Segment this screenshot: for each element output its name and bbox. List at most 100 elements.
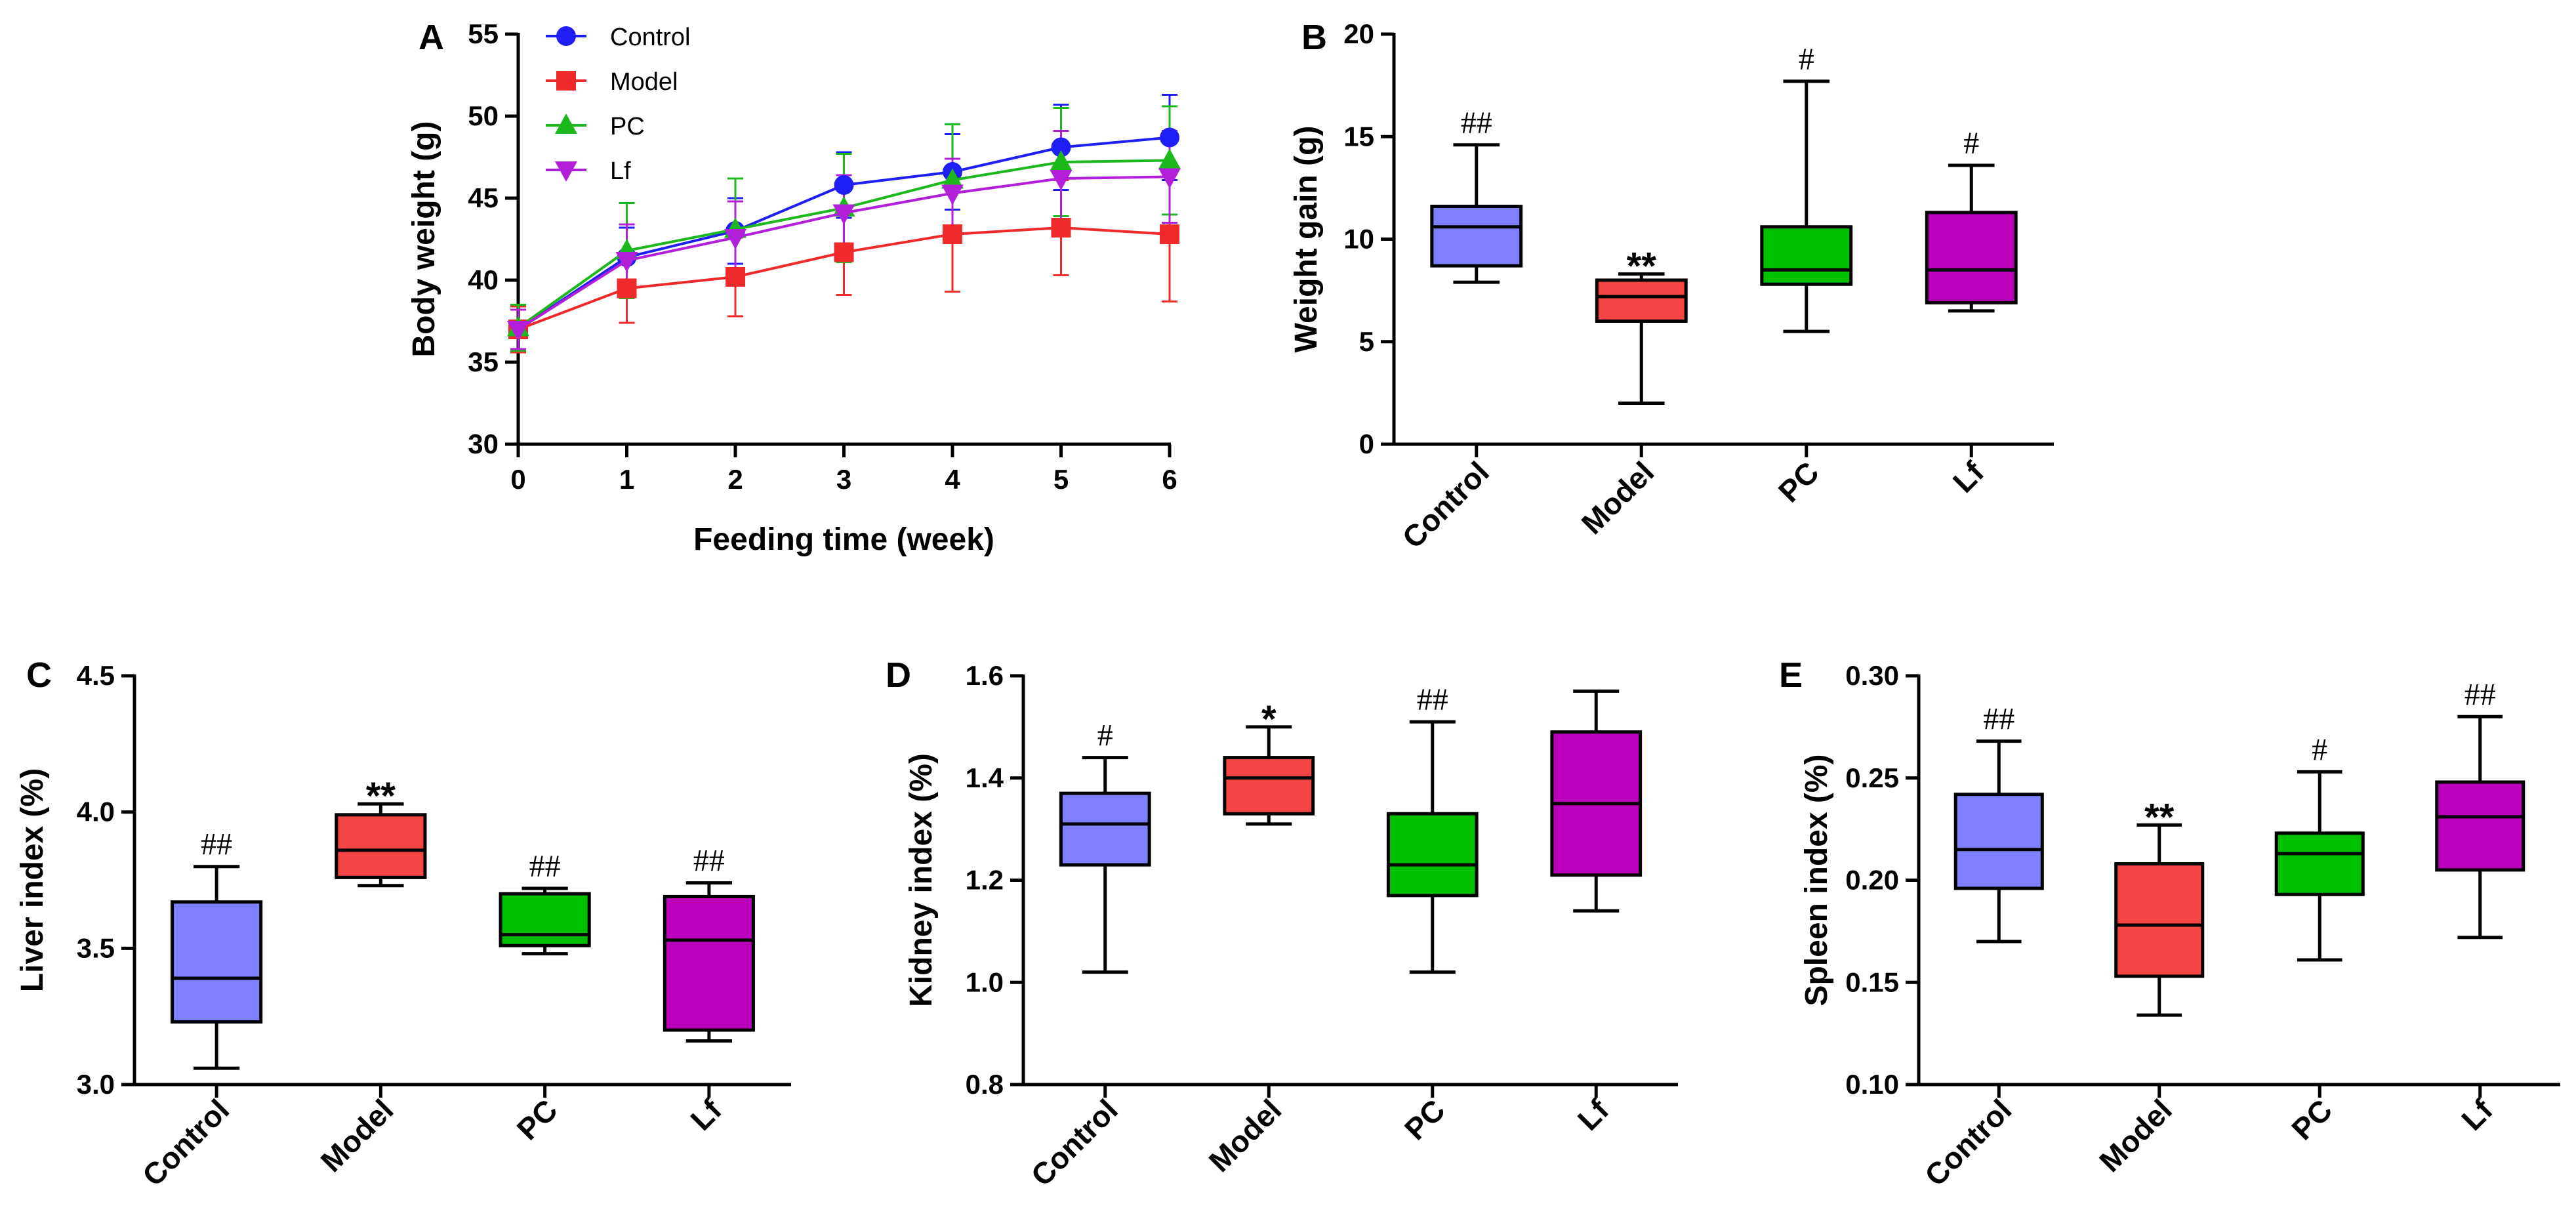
y-tick-label: 0.15	[1845, 966, 1899, 997]
y-tick-label: 50	[468, 100, 499, 131]
category-label: PC	[1398, 1092, 1452, 1146]
box-lf	[1550, 689, 1643, 913]
significance-mark: #	[2312, 732, 2327, 767]
y-axis-title: Kidney index (%)	[904, 753, 939, 1007]
significance-mark: ##	[693, 844, 725, 879]
box-pc: ##	[499, 849, 591, 956]
y-tick-label: 35	[468, 346, 499, 377]
box-control: #	[1059, 718, 1151, 974]
legend-marker	[556, 71, 576, 91]
y-tick-label: 0.25	[1845, 762, 1899, 793]
x-axis-title: Feeding time (week)	[693, 522, 994, 557]
data-point-lf	[1050, 170, 1073, 190]
box-body	[1386, 812, 1479, 898]
category-label: Lf	[1946, 455, 1991, 499]
significance-mark: #	[1799, 42, 1814, 77]
box-body	[1595, 278, 1688, 323]
significance-mark: **	[366, 775, 396, 818]
legend-entry-lf: Lf	[546, 157, 631, 185]
y-tick-label: 3.5	[77, 932, 115, 963]
x-tick-label: 0	[510, 464, 525, 495]
box-body	[663, 894, 755, 1032]
panel-label-B: B	[1301, 18, 1327, 57]
legend-marker	[555, 161, 577, 182]
data-point-lf	[615, 252, 638, 272]
significance-mark: ##	[529, 849, 561, 884]
category-label: Model	[2093, 1092, 2178, 1178]
y-axis-title: Weight gain (g)	[1289, 126, 1324, 353]
category-label: Control	[1024, 1092, 1124, 1192]
y-tick-label: 0.8	[966, 1069, 1004, 1100]
x-tick-label: 6	[1162, 464, 1177, 495]
data-point-control	[1051, 137, 1071, 157]
y-tick-label: 1.4	[966, 762, 1004, 793]
box-body	[499, 892, 591, 947]
data-point-lf	[724, 229, 746, 249]
y-tick-label: 30	[468, 428, 499, 459]
box-model: **	[2114, 796, 2205, 1017]
data-point-model	[617, 278, 637, 299]
box-lf: #	[1925, 126, 2018, 313]
panel-label-A: A	[419, 18, 444, 57]
category-label: Control	[136, 1092, 235, 1192]
significance-mark: **	[2144, 796, 2175, 839]
box-lf: ##	[2435, 677, 2525, 940]
legend-marker	[556, 26, 576, 46]
panel-label-E: E	[1779, 655, 1803, 695]
significance-mark: #	[1963, 126, 1979, 161]
significance-mark: #	[1097, 718, 1113, 753]
significance-mark: *	[1261, 698, 1277, 741]
category-label: Model	[1202, 1092, 1288, 1178]
box-body	[2435, 780, 2525, 872]
y-tick-label: 40	[468, 264, 499, 295]
legend-entry-model: Model	[546, 68, 678, 96]
y-tick-label: 10	[1343, 224, 1374, 255]
x-tick-label: 1	[619, 464, 634, 495]
y-tick-label: 4.0	[77, 797, 115, 827]
data-point-model	[943, 224, 962, 244]
category-label: Model	[314, 1092, 400, 1178]
box-body	[335, 813, 427, 879]
legend-label: Model	[610, 68, 678, 96]
significance-mark: ##	[2464, 677, 2496, 712]
y-tick-label: 45	[468, 182, 499, 213]
y-tick-label: 15	[1343, 121, 1374, 152]
category-label: Model	[1575, 455, 1661, 541]
category-label: Lf	[2455, 1092, 2499, 1137]
data-point-lf	[507, 321, 529, 341]
data-point-pc	[1050, 150, 1073, 171]
y-tick-label: 1.0	[966, 966, 1004, 997]
data-point-model	[726, 267, 745, 287]
significance-mark: ##	[1417, 682, 1448, 717]
box-body	[1925, 211, 2018, 304]
y-tick-label: 0.10	[1845, 1069, 1899, 1100]
significance-mark: ##	[201, 827, 232, 862]
category-label: PC	[1772, 455, 1826, 508]
box-pc: ##	[1386, 682, 1479, 974]
legend-label: PC	[610, 113, 645, 140]
box-control: ##	[171, 827, 263, 1070]
box-body	[1223, 756, 1315, 816]
box-body	[1760, 225, 1853, 286]
box-model: *	[1223, 698, 1315, 826]
x-tick-label: 3	[836, 464, 851, 495]
box-body	[1059, 791, 1151, 867]
data-point-control	[1160, 127, 1179, 148]
data-point-lf	[941, 184, 964, 205]
category-label: Lf	[1571, 1092, 1616, 1137]
box-control: ##	[1430, 106, 1523, 284]
legend-label: Control	[610, 24, 691, 51]
box-pc: #	[1760, 42, 1853, 333]
data-point-pc	[941, 168, 964, 189]
category-label: Control	[1918, 1092, 2018, 1192]
box-control: ##	[1953, 702, 2044, 943]
box-pc: #	[2274, 732, 2365, 962]
legend-entry-control: Control	[546, 24, 691, 51]
y-axis-title: Liver index (%)	[15, 768, 50, 992]
legend-entry-pc: PC	[546, 113, 645, 140]
category-label: Control	[1395, 455, 1495, 554]
panel-label-D: D	[886, 655, 911, 695]
y-tick-label: 0.30	[1845, 660, 1899, 691]
box-body	[1953, 793, 2044, 890]
